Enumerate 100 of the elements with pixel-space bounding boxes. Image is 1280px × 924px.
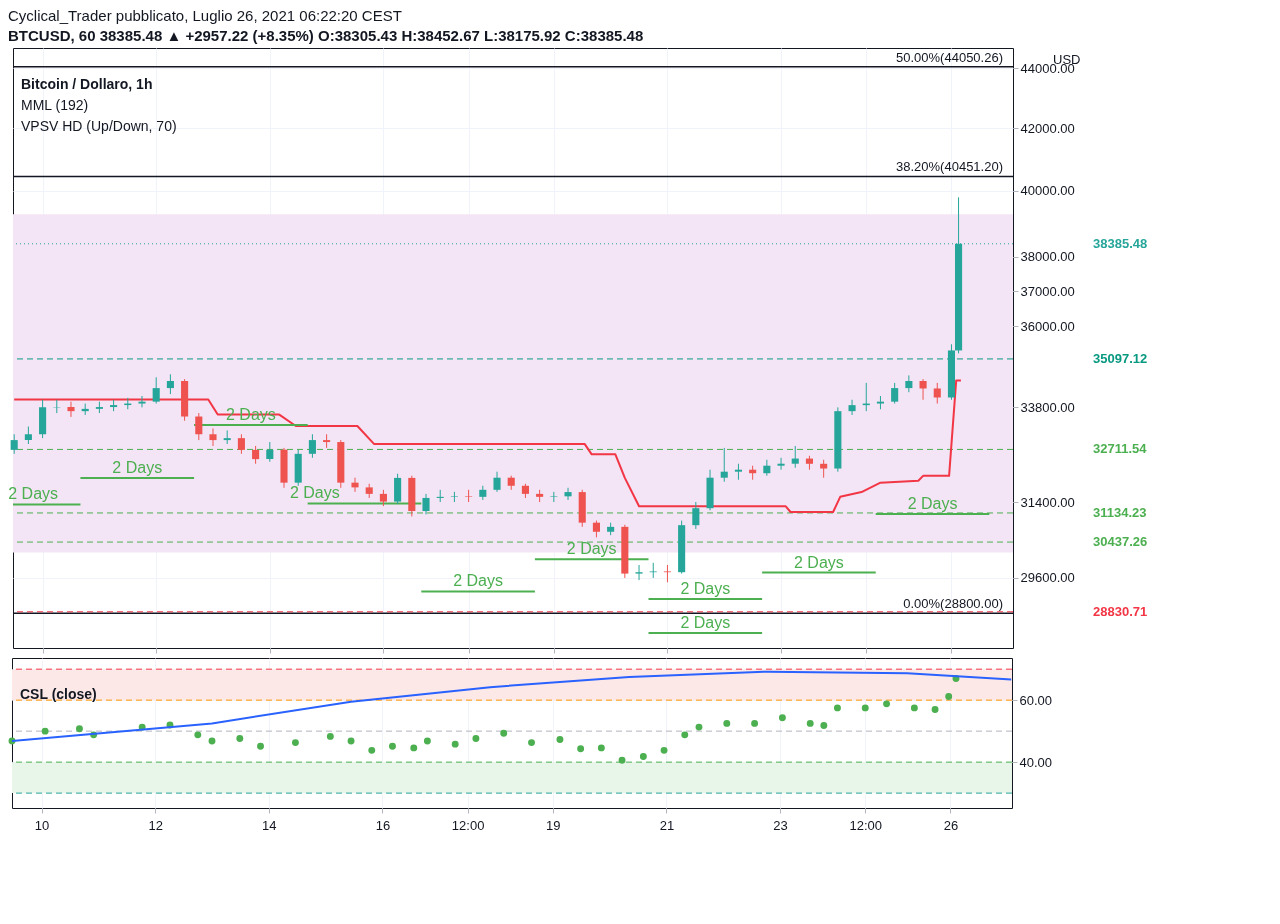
point [639, 753, 647, 761]
candlestick [919, 378, 927, 401]
y-tick-label: 36000.00 [1020, 318, 1075, 334]
candlestick [933, 382, 941, 405]
annotation: 2 Days [794, 553, 844, 571]
candlestick [493, 471, 501, 493]
ref-line-label: 30437.26 [1093, 534, 1148, 550]
candlestick [10, 433, 18, 455]
ref-line-label: 28830.71 [1093, 603, 1148, 619]
annotation: 2 Days [112, 458, 163, 476]
annotation: MML (192) [21, 97, 89, 113]
point [257, 742, 264, 750]
point [236, 735, 244, 743]
annotation: 2 Days [680, 614, 731, 631]
point [681, 731, 689, 739]
x-tick-label: 12:00 [849, 817, 883, 833]
annotation: 2 Days [8, 485, 59, 503]
x-tick-label: 19 [546, 817, 561, 833]
point [660, 746, 668, 754]
point [778, 714, 786, 722]
point [208, 737, 216, 745]
point [597, 744, 605, 752]
annotation: 2 Days [453, 572, 503, 590]
point [910, 704, 918, 712]
x-tick-label: 12 [148, 817, 163, 833]
candlestick [195, 412, 203, 441]
candlestick [692, 501, 700, 530]
point [291, 739, 299, 747]
point [556, 736, 564, 743]
point [618, 756, 626, 764]
text: Cyclical_Trader pubblicato, Luglio 26, 2021 06:22:20 CEST [8, 6, 403, 26]
y-tick-label: 33800.00 [1020, 399, 1075, 415]
x-tick-label: 16 [375, 817, 391, 833]
annotation: 2 Days [289, 484, 340, 502]
candlestick [848, 399, 856, 416]
point [368, 746, 376, 754]
x-tick-label: 21 [659, 817, 675, 833]
candlestick [649, 562, 657, 579]
point [931, 705, 939, 713]
text: CSL (close) [20, 686, 97, 702]
candlestick [422, 493, 430, 515]
ref-line-label: 38.20%(40451.20) [896, 159, 1003, 175]
candlestick [791, 445, 799, 469]
candlestick [394, 473, 402, 505]
annotation: 2 Days [566, 540, 617, 558]
candlestick [308, 433, 316, 459]
annotation: 2 Days [907, 494, 958, 512]
point [472, 735, 480, 743]
candlestick [351, 477, 359, 493]
point [806, 719, 814, 727]
point [410, 744, 418, 752]
x-tick-label: 14 [262, 817, 277, 833]
point [326, 732, 334, 740]
ref-line-label: 38385.48 [1093, 235, 1148, 251]
x-tick-label: 23 [773, 817, 788, 833]
candlestick [663, 564, 671, 583]
y-tick-label: 40000.00 [1020, 183, 1075, 199]
point [695, 723, 703, 731]
candlestick [891, 382, 899, 405]
point [883, 700, 891, 708]
candlestick [635, 564, 643, 581]
y-tick-label: 38000.00 [1020, 249, 1075, 265]
point [723, 719, 731, 727]
y-tick-label: 37000.00 [1020, 283, 1075, 299]
point [451, 740, 459, 748]
y-tick-label: 60.00 [1019, 692, 1053, 708]
ref-line-label: 50.00%(44050.26) [896, 49, 1003, 65]
y-tick-label: 31400.00 [1020, 494, 1075, 510]
candlestick [266, 441, 274, 463]
candlestick [209, 427, 217, 447]
point [861, 704, 869, 712]
y-tick-label: 40.00 [1019, 754, 1053, 770]
x-tick-label: 26 [943, 817, 959, 833]
candlestick [777, 457, 785, 471]
candlestick [152, 376, 160, 405]
point [194, 731, 202, 739]
point [820, 722, 828, 730]
point [423, 737, 431, 745]
x-tick-label: 10 [34, 817, 50, 833]
ref-line-label: 32711.54 [1093, 441, 1148, 457]
point [751, 719, 759, 727]
annotation: 2 Days [680, 579, 731, 597]
ref-line-label: 0.00%(28800.00) [903, 596, 1003, 612]
y-tick-label: 29600.00 [1020, 570, 1075, 586]
ref-line-label: 35097.12 [1093, 350, 1148, 366]
point [945, 692, 953, 700]
candlestick [166, 373, 174, 395]
y-tick-label: 42000.00 [1020, 120, 1075, 136]
candlestick [564, 487, 572, 501]
point [75, 725, 83, 733]
candlestick [138, 395, 146, 408]
text: BTCUSD, 60 38385.48 ▲ +2957.22 (+8.35%) O:38305.43 H:38452.67 L:38175.92 C:38385.48 [8, 26, 645, 46]
candlestick [67, 401, 75, 418]
candlestick [465, 489, 473, 503]
candlestick [550, 491, 558, 503]
point [500, 729, 508, 737]
candlestick [237, 433, 245, 455]
point [41, 727, 49, 735]
point [833, 704, 841, 712]
ref-line-label: 31134.23 [1093, 504, 1147, 520]
